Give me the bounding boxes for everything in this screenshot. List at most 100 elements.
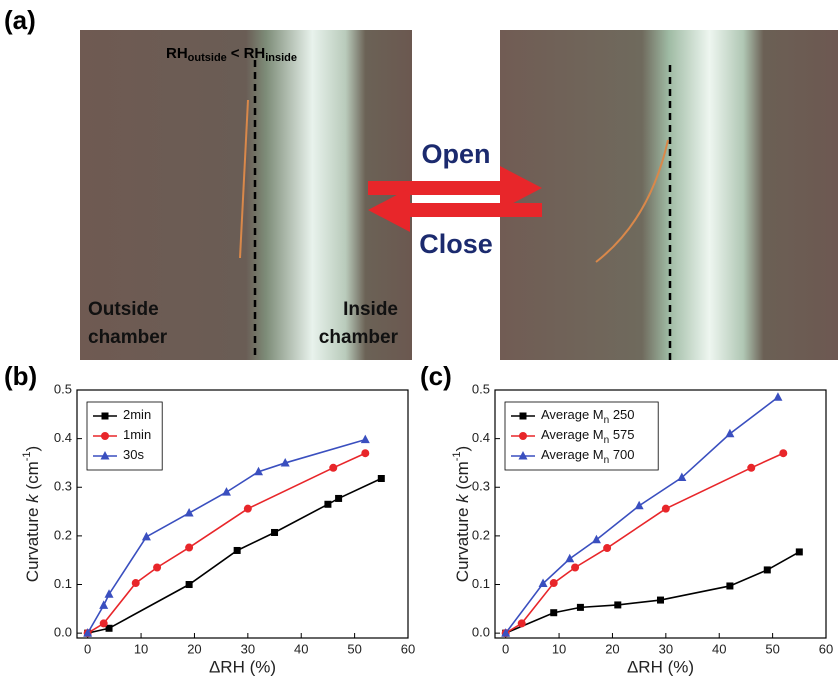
y-tick-label: 0.4 <box>54 430 72 445</box>
y-axis-label: Curvature k (cm-1) <box>21 446 43 582</box>
marker <box>517 619 526 628</box>
x-tick-label: 20 <box>187 641 201 656</box>
legend-part: Average M <box>541 407 604 422</box>
marker <box>614 601 622 609</box>
y-label-part: ) <box>23 446 42 452</box>
rh-comparison: RHoutside < RHinside <box>166 45 297 64</box>
marker <box>280 457 290 467</box>
marker <box>324 500 332 508</box>
fiber <box>239 99 249 259</box>
marker <box>99 619 108 628</box>
panel-label: (b) <box>4 361 37 391</box>
marker <box>335 494 343 502</box>
series-line <box>87 452 366 634</box>
marker <box>153 563 162 572</box>
x-tick-label: 20 <box>605 641 619 656</box>
x-axis-label: ΔRH (%) <box>627 657 694 676</box>
panel-label: (a) <box>4 5 36 35</box>
y-label-part: -1 <box>451 451 463 461</box>
close-label: Close <box>419 229 493 259</box>
legend-marker <box>101 412 109 420</box>
x-tick-label: 0 <box>84 641 91 656</box>
x-tick-label: 60 <box>401 641 415 656</box>
marker <box>131 579 140 588</box>
marker <box>501 628 511 637</box>
legend-part: 575 <box>609 427 634 442</box>
x-tick-label: 50 <box>765 641 779 656</box>
y-label-part: Curvature <box>453 503 472 582</box>
marker <box>747 463 756 472</box>
marker <box>83 628 93 637</box>
y-tick-label: 0.3 <box>54 479 72 494</box>
x-axis-label: ΔRH (%) <box>209 657 276 676</box>
y-label-part: (cm <box>23 461 42 494</box>
photo <box>80 30 412 360</box>
legend-label: Average Mn 700 <box>541 447 635 465</box>
legend-part: n <box>604 455 610 466</box>
y-tick-label: 0.0 <box>54 625 72 640</box>
marker <box>243 504 252 513</box>
x-tick-label: 10 <box>134 641 148 656</box>
y-tick-label: 0.1 <box>54 576 72 591</box>
legend-marker <box>100 451 110 460</box>
inside-label: Inside <box>343 299 398 320</box>
marker <box>549 579 558 588</box>
x-tick-label: 30 <box>659 641 673 656</box>
marker <box>185 543 194 552</box>
marker <box>271 528 279 536</box>
plot-frame <box>494 389 827 639</box>
y-label-part: k <box>453 493 472 503</box>
x-tick-label: 10 <box>552 641 566 656</box>
legend-label: 2min <box>123 407 151 422</box>
y-label-part: k <box>23 493 42 503</box>
legend-part: 700 <box>609 447 634 462</box>
y-label-part: (cm <box>453 461 472 494</box>
marker <box>571 563 580 572</box>
x-tick-label: 50 <box>347 641 361 656</box>
y-tick-label: 0.2 <box>54 527 72 542</box>
marker <box>634 500 644 510</box>
outside-label: chamber <box>88 327 168 348</box>
series-line <box>505 452 784 634</box>
marker <box>661 504 670 513</box>
y-axis-label: Curvature k (cm-1) <box>451 446 473 582</box>
marker <box>184 508 194 517</box>
marker <box>550 609 558 617</box>
legend-marker <box>519 412 527 420</box>
legend-part: 250 <box>609 407 634 422</box>
marker <box>360 434 370 444</box>
series-line <box>505 551 800 634</box>
legend-marker <box>518 451 528 460</box>
marker <box>677 472 687 482</box>
y-tick-label: 0.5 <box>54 381 72 396</box>
arrow-left <box>368 188 542 232</box>
outside-label: Outside <box>88 299 159 320</box>
x-tick-label: 60 <box>819 641 833 656</box>
marker <box>221 487 231 496</box>
open-label: Open <box>421 139 490 169</box>
marker <box>185 581 193 589</box>
x-tick-label: 0 <box>502 641 509 656</box>
inside-label: chamber <box>319 327 399 348</box>
marker <box>779 449 788 458</box>
legend-part: n <box>604 435 610 446</box>
marker <box>576 603 584 611</box>
legend-part: Average M <box>541 427 604 442</box>
legend-part: 2min <box>123 407 151 422</box>
legend-marker <box>101 432 109 440</box>
marker <box>725 428 735 438</box>
marker <box>773 392 783 401</box>
y-tick-label: 0.0 <box>472 625 490 640</box>
marker <box>795 548 803 556</box>
plot-frame <box>76 389 409 639</box>
marker <box>591 534 601 544</box>
marker <box>104 589 114 598</box>
legend-label: Average Mn 575 <box>541 427 635 445</box>
marker <box>726 582 734 590</box>
legend-part: 30s <box>123 447 144 462</box>
y-label-part: ) <box>453 446 472 452</box>
panel-label: (c) <box>420 361 452 391</box>
y-tick-label: 0.1 <box>472 576 490 591</box>
